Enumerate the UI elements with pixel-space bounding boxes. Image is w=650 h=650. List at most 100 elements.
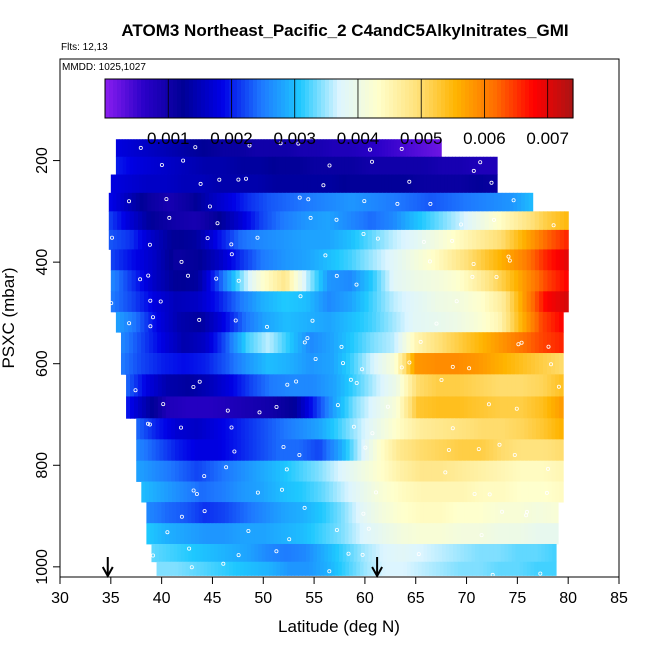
heatmap-cell xyxy=(376,311,381,333)
heatmap-cell xyxy=(244,418,250,440)
heatmap-cell xyxy=(166,139,170,158)
heatmap-cell xyxy=(392,229,398,250)
heatmap-cell xyxy=(278,139,283,158)
heatmap-cell xyxy=(251,174,256,194)
heatmap-cell xyxy=(467,211,473,231)
heatmap-cell xyxy=(453,311,458,333)
heatmap-cell xyxy=(403,156,408,175)
heatmap-cell xyxy=(163,460,168,482)
heatmap-cell xyxy=(258,523,263,545)
heatmap-cell xyxy=(379,543,384,563)
heatmap-cell xyxy=(325,481,330,503)
heatmap-cell xyxy=(161,396,167,419)
heatmap-cell xyxy=(526,353,532,375)
heatmap-cell xyxy=(486,192,491,212)
heatmap-cell xyxy=(185,353,190,375)
sample-point xyxy=(407,179,412,184)
heatmap-cell xyxy=(243,192,249,212)
heatmap-cell xyxy=(447,396,453,419)
heatmap-cell xyxy=(498,332,504,354)
heatmap-cell xyxy=(201,353,206,375)
heatmap-cell xyxy=(325,332,331,354)
heatmap-cell xyxy=(445,156,450,175)
sample-point xyxy=(255,490,260,495)
heatmap-cell xyxy=(241,332,247,354)
heatmap-cell xyxy=(284,396,290,419)
heatmap-cell xyxy=(397,249,403,271)
heatmap-cell xyxy=(494,353,500,375)
heatmap-cell xyxy=(509,211,515,231)
heatmap-cell xyxy=(150,229,156,250)
heatmap-cell xyxy=(468,270,474,292)
heatmap-cell xyxy=(526,211,532,231)
heatmap-cell xyxy=(243,561,248,576)
heatmap-cell xyxy=(190,460,196,482)
heatmap-cell xyxy=(298,543,303,563)
heatmap-cell xyxy=(198,481,204,503)
sample-point xyxy=(179,259,184,264)
heatmap-cell xyxy=(285,249,291,271)
heatmap-cell xyxy=(464,270,469,292)
sample-point xyxy=(454,299,459,304)
heatmap-cell xyxy=(482,353,488,375)
heatmap-cell xyxy=(211,561,216,576)
sample-point xyxy=(551,223,556,228)
heatmap-cell xyxy=(494,523,499,545)
heatmap-cell xyxy=(330,211,335,231)
heatmap-cell xyxy=(327,156,332,175)
heatmap-cell xyxy=(318,523,323,545)
heatmap-cell xyxy=(356,374,362,397)
heatmap-cell xyxy=(564,229,569,250)
colorbar-segment xyxy=(545,79,550,118)
heatmap-cell xyxy=(268,156,273,175)
heatmap-cell xyxy=(349,460,355,482)
heatmap-cell xyxy=(545,561,550,576)
heatmap-cell xyxy=(365,418,370,440)
heatmap-cell xyxy=(466,418,471,440)
heatmap-cell xyxy=(286,174,291,194)
heatmap-cell xyxy=(216,139,220,158)
heatmap-cell xyxy=(454,439,459,462)
heatmap-cell xyxy=(348,481,353,503)
heatmap-cell xyxy=(518,270,524,292)
heatmap-cell xyxy=(202,460,207,482)
colorbar-segment xyxy=(325,79,330,118)
heatmap-cell xyxy=(275,481,280,503)
heatmap-cell xyxy=(512,561,517,576)
heatmap-cell xyxy=(490,174,495,194)
heatmap-cell xyxy=(261,374,266,397)
heatmap-cell xyxy=(253,374,258,397)
heatmap-cell xyxy=(502,311,507,333)
heatmap-cell xyxy=(119,270,124,292)
heatmap-cell xyxy=(508,439,514,462)
heatmap-cell xyxy=(407,439,413,462)
heatmap-cell xyxy=(537,561,543,576)
heatmap-cell xyxy=(202,174,207,194)
heatmap-cell xyxy=(206,270,212,292)
heatmap-cell xyxy=(311,523,316,545)
heatmap-cell xyxy=(334,139,339,158)
heatmap-cell xyxy=(277,270,282,292)
heatmap-cell xyxy=(363,211,369,231)
sample-point xyxy=(306,197,311,202)
heatmap-cell xyxy=(348,374,354,397)
colorbar-segment xyxy=(265,79,270,118)
heatmap-cell xyxy=(132,311,137,333)
heatmap-cell xyxy=(226,156,231,175)
heatmap-cell xyxy=(528,418,533,440)
heatmap-cell xyxy=(303,460,308,482)
heatmap-cell xyxy=(358,139,362,158)
heatmap-cell xyxy=(552,561,557,576)
heatmap-cell xyxy=(193,311,198,333)
heatmap-cell xyxy=(310,439,316,462)
heatmap-cell xyxy=(516,561,521,576)
heatmap-cell xyxy=(349,174,354,194)
heatmap-cell xyxy=(520,502,525,524)
heatmap-cell xyxy=(273,353,279,375)
heatmap-cell xyxy=(302,481,307,503)
heatmap-cell xyxy=(451,174,456,194)
heatmap-cell xyxy=(368,270,374,292)
heatmap-cell xyxy=(539,396,544,419)
heatmap-cell xyxy=(243,502,249,524)
